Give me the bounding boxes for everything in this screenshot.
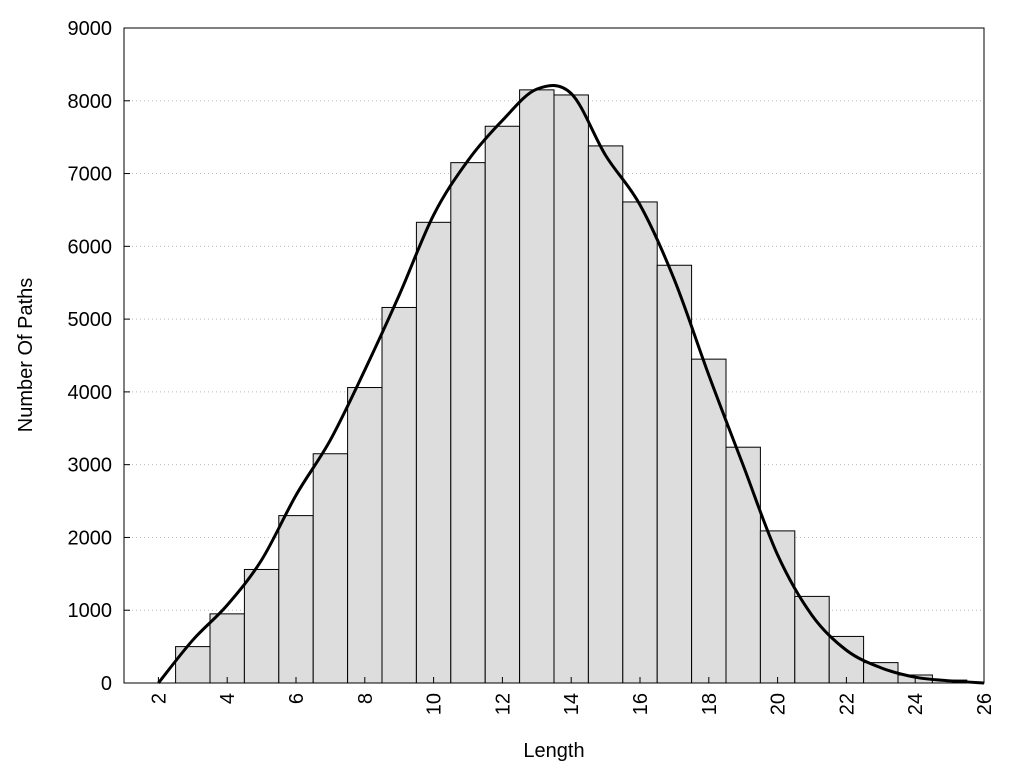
- bar: [587, 145, 624, 684]
- x-tick-label: 6: [286, 693, 308, 704]
- y-tick-label: 5000: [68, 309, 113, 331]
- x-axis-label: Length: [523, 740, 584, 762]
- y-tick-label: 7000: [68, 164, 113, 186]
- bar: [553, 94, 589, 684]
- x-tick-label: 2: [148, 693, 170, 704]
- bar: [243, 568, 280, 684]
- x-tick-label: 20: [768, 693, 790, 715]
- bar: [209, 613, 245, 684]
- x-tick-label: 8: [355, 693, 377, 704]
- x-tick-label: 26: [974, 693, 996, 715]
- bar: [828, 635, 865, 684]
- x-tick-label: 18: [699, 693, 721, 715]
- y-tick-label: 4000: [68, 382, 113, 404]
- y-tick-label: 2000: [68, 527, 113, 549]
- bar: [347, 387, 383, 684]
- bar: [175, 646, 211, 684]
- x-tick-label: 14: [561, 693, 583, 715]
- x-tick-label: 16: [630, 693, 652, 715]
- y-tick-label: 3000: [68, 455, 113, 477]
- y-tick-label: 1000: [68, 600, 113, 622]
- x-tick-label: 24: [905, 693, 927, 715]
- bar: [278, 515, 314, 684]
- y-tick-label: 8000: [68, 91, 113, 113]
- bar: [725, 446, 761, 684]
- bar: [381, 306, 417, 684]
- bar: [450, 162, 486, 684]
- x-tick-label: 4: [217, 693, 239, 704]
- density-curve: [157, 83, 985, 685]
- y-axis-label: Number Of Paths: [15, 278, 37, 433]
- bar: [622, 201, 658, 684]
- x-tick-label: 22: [836, 693, 858, 715]
- bar: [656, 264, 693, 684]
- bar: [415, 221, 452, 684]
- y-tick-label: 9000: [68, 18, 113, 40]
- bar: [794, 595, 830, 684]
- bar: [484, 125, 521, 684]
- x-tick-label: 10: [424, 693, 446, 715]
- x-tick-label: 12: [492, 693, 514, 715]
- bar: [519, 89, 555, 684]
- plot-frame: [123, 27, 985, 684]
- y-tick-label: 6000: [68, 236, 113, 258]
- bar: [312, 453, 349, 684]
- y-tick-label: 0: [101, 673, 112, 695]
